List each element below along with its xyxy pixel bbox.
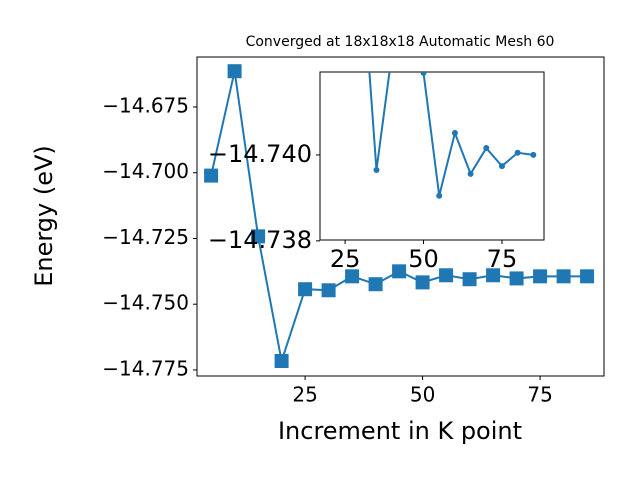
x-tick-label: 50 bbox=[410, 383, 435, 407]
x-tick-label: 50 bbox=[408, 245, 439, 273]
marker bbox=[467, 170, 474, 177]
y-tick-label: −14.775 bbox=[102, 356, 189, 380]
marker bbox=[415, 275, 430, 290]
marker bbox=[509, 271, 524, 286]
marker bbox=[514, 149, 521, 156]
marker bbox=[436, 192, 443, 199]
plot-clip bbox=[368, 72, 537, 199]
marker bbox=[373, 166, 380, 173]
marker bbox=[298, 282, 313, 297]
y-axis-label: Energy (eV) bbox=[30, 145, 58, 287]
x-tick-label: 75 bbox=[527, 383, 552, 407]
y-tick-label: −14.700 bbox=[102, 159, 189, 183]
marker bbox=[580, 269, 595, 284]
marker bbox=[530, 151, 537, 158]
marker bbox=[498, 163, 505, 170]
chart-title: Converged at 18x18x18 Automatic Mesh 60 bbox=[246, 34, 555, 50]
marker bbox=[274, 354, 289, 369]
plot-clip bbox=[204, 64, 595, 369]
marker bbox=[439, 268, 454, 283]
marker bbox=[451, 130, 458, 137]
y-tick-label: −14.725 bbox=[102, 225, 189, 249]
marker bbox=[251, 229, 266, 244]
line bbox=[368, 72, 534, 196]
marker bbox=[204, 168, 219, 183]
x-tick-label: 25 bbox=[292, 383, 317, 407]
marker bbox=[462, 272, 477, 287]
marker bbox=[368, 277, 383, 292]
marker bbox=[533, 269, 548, 284]
y-tick-label: −14.675 bbox=[102, 93, 189, 117]
marker bbox=[392, 264, 407, 279]
x-axis-label: Increment in K point bbox=[278, 417, 522, 445]
x-tick-label: 75 bbox=[487, 245, 518, 273]
marker bbox=[227, 64, 242, 79]
plot-area bbox=[319, 71, 545, 241]
y-tick-label: −14.750 bbox=[102, 291, 189, 315]
marker bbox=[321, 283, 336, 298]
x-tick-label: 25 bbox=[330, 245, 361, 273]
marker bbox=[420, 72, 427, 76]
y-tick-label: −14.738 bbox=[208, 226, 312, 254]
marker bbox=[486, 268, 501, 283]
marker bbox=[556, 269, 571, 284]
y-tick-label: −14.740 bbox=[208, 140, 312, 168]
marker bbox=[483, 145, 490, 152]
marker bbox=[345, 269, 360, 284]
